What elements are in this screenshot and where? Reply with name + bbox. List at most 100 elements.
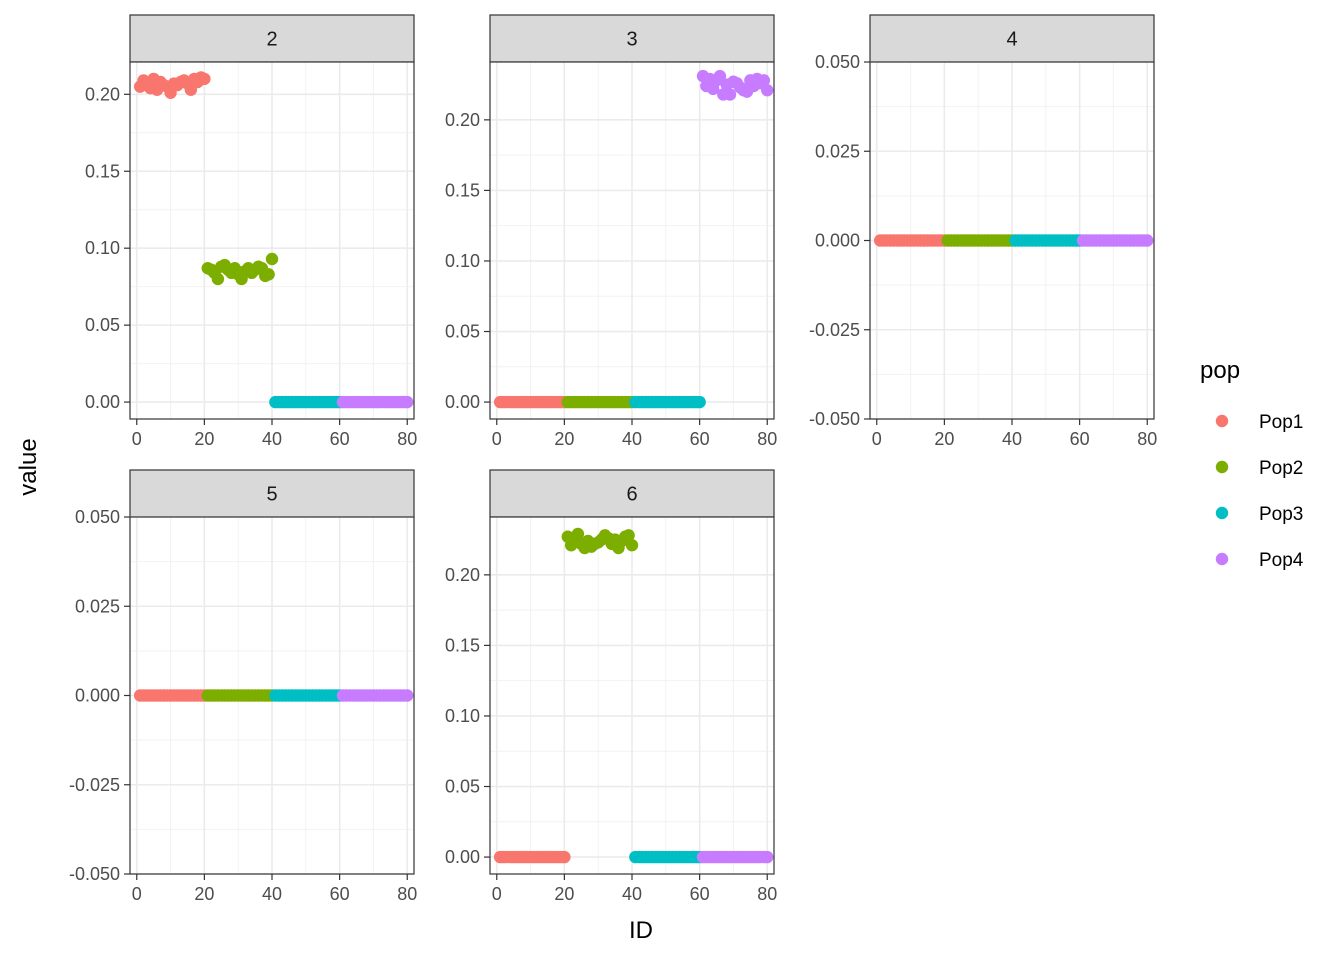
data-point [401, 395, 414, 409]
x-tick-label: 60 [1070, 429, 1090, 449]
x-tick-label: 40 [622, 884, 642, 904]
x-tick-label: 20 [194, 884, 214, 904]
y-tick-label: -0.050 [809, 409, 860, 429]
y-tick-label: 0.050 [75, 507, 120, 527]
y-tick-label: 0.15 [445, 180, 480, 200]
data-point [625, 539, 639, 552]
facet-strip-label: 3 [626, 29, 637, 51]
series-pop3 [629, 850, 706, 864]
x-tick-label: 0 [872, 429, 882, 449]
x-tick-label: 40 [1002, 429, 1022, 449]
legend-key [1215, 414, 1229, 428]
legend: pop Pop1 Pop2 Pop3 Pop4 [1200, 357, 1304, 571]
legend-entry-pop1: Pop1 [1215, 412, 1303, 433]
data-point [571, 527, 585, 541]
series-pop3 [269, 689, 346, 702]
y-tick-label: 0.00 [445, 847, 480, 867]
y-tick-label: 0.00 [445, 392, 480, 412]
x-tick-label: 20 [554, 429, 574, 449]
x-tick-label: 80 [397, 429, 417, 449]
facet-panel-3: 3 0 20 40 60 80 0.00 0.05 0.10 0.15 0.20 [445, 14, 777, 449]
y-tick-label: 0.05 [445, 322, 480, 342]
legend-entries: Pop1 Pop2 Pop3 Pop4 [1215, 412, 1304, 571]
series-pop2 [201, 252, 279, 286]
facet-panel-5: 5 0 20 40 60 80 -0.050 -0.025 0.000 0.025 0.050 [69, 469, 417, 904]
facet-panel-2: 20 20 40 60 800.000.050.100.150.20 [85, 14, 417, 449]
data-point [262, 268, 275, 281]
data-point [622, 529, 635, 542]
y-tick-label: 0.10 [85, 238, 120, 258]
legend-title: pop [1200, 357, 1240, 384]
legend-entry-pop3: Pop3 [1215, 504, 1303, 525]
y-tick-label: 0.00 [85, 392, 120, 412]
data-point [713, 69, 727, 83]
x-tick-label: 0 [132, 429, 142, 449]
data-point [558, 850, 571, 864]
y-tick-label: 0.025 [75, 596, 120, 616]
y-tick-label: 0.20 [445, 565, 480, 585]
legend-label: Pop4 [1259, 550, 1304, 571]
y-tick-label: 0.20 [445, 110, 480, 130]
data-point [761, 850, 774, 864]
x-tick-label: 60 [330, 429, 350, 449]
x-tick-label: 0 [132, 884, 142, 904]
y-tick-label: 0.15 [445, 635, 480, 655]
series-pop3 [629, 395, 706, 409]
series-pop2 [201, 689, 279, 702]
data-point [723, 88, 737, 101]
y-tick-label: 0.05 [85, 315, 120, 335]
facet-strip [489, 469, 775, 518]
y-tick-label: 0.05 [445, 777, 480, 797]
x-tick-label: 40 [262, 429, 282, 449]
series-pop4 [696, 69, 774, 101]
series-pop1 [133, 689, 211, 702]
x-tick-label: 80 [757, 429, 777, 449]
legend-entry-pop4: Pop4 [1215, 550, 1304, 571]
facet-strip-label: 6 [626, 484, 637, 506]
series-pop3 [1009, 234, 1086, 247]
series-pop4 [336, 689, 414, 702]
series-pop2 [561, 395, 639, 409]
data-point [1141, 234, 1154, 247]
facet-strip-label: 2 [266, 29, 277, 51]
y-axis-title: value [15, 438, 42, 495]
legend-entry-pop2: Pop2 [1215, 458, 1303, 479]
series-pop4 [336, 395, 414, 409]
legend-key [1215, 552, 1229, 566]
data-point [265, 252, 279, 266]
y-tick-label: 0.025 [815, 141, 860, 161]
y-tick-label: -0.050 [69, 864, 120, 884]
data-point [693, 395, 706, 409]
series-pop4 [1076, 234, 1154, 247]
series-pop2 [561, 527, 639, 555]
facet-strip [489, 14, 775, 63]
x-tick-label: 40 [262, 884, 282, 904]
legend-label: Pop3 [1259, 504, 1303, 525]
data-point [198, 72, 211, 86]
data-point [211, 272, 225, 286]
series-pop1 [493, 395, 571, 409]
y-tick-label: 0.050 [815, 52, 860, 72]
x-tick-label: 20 [194, 429, 214, 449]
x-tick-label: 60 [690, 429, 710, 449]
x-tick-label: 0 [492, 429, 502, 449]
series-pop1 [493, 850, 571, 864]
x-tick-label: 60 [690, 884, 710, 904]
series-pop4 [696, 850, 774, 864]
legend-key [1215, 506, 1229, 520]
y-tick-label: 0.10 [445, 706, 480, 726]
series-pop2 [941, 234, 1019, 247]
facet-strip [129, 14, 415, 63]
data-point [761, 84, 774, 97]
x-tick-label: 80 [1137, 429, 1157, 449]
x-tick-label: 20 [934, 429, 954, 449]
x-tick-label: 80 [397, 884, 417, 904]
data-point [757, 74, 771, 87]
series-pop3 [269, 395, 346, 409]
x-tick-label: 20 [554, 884, 574, 904]
facet-strip [869, 14, 1155, 63]
y-tick-label: 0.000 [75, 686, 120, 706]
